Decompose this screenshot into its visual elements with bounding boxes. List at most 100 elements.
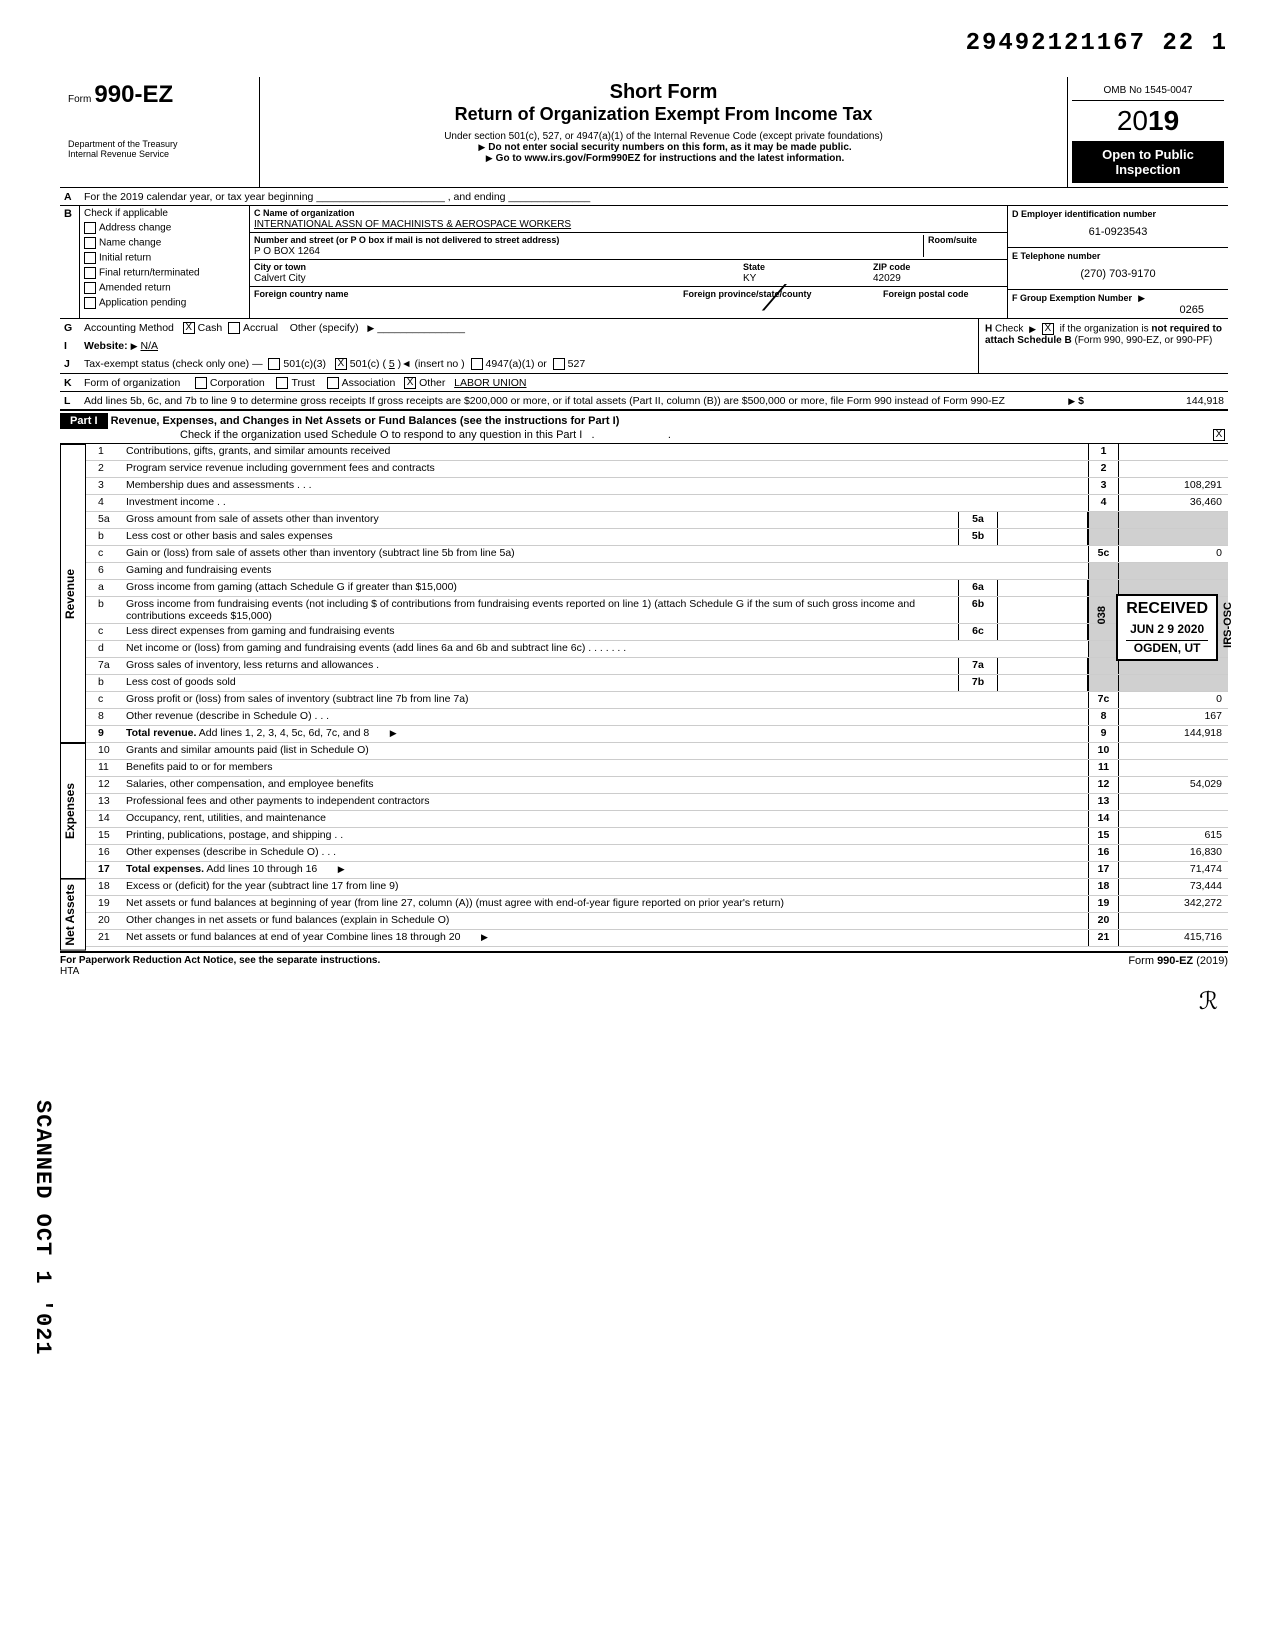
check-b-item[interactable]: [84, 267, 96, 279]
check-501c3[interactable]: [268, 358, 280, 370]
revenue-section: Revenue 1Contributions, gifts, grants, a…: [60, 444, 1228, 743]
ein-value: 61-0923543: [1012, 226, 1224, 238]
line-box: 14: [1088, 811, 1118, 827]
line-box: 1: [1088, 444, 1118, 460]
check-b-item[interactable]: [84, 237, 96, 249]
line-l-text: Add lines 5b, 6c, and 7b to line 9 to de…: [84, 395, 1065, 407]
h-text1: Check: [995, 324, 1023, 335]
form-prefix: Form: [68, 94, 91, 105]
form-subtitle-1: Under section 501(c), 527, or 4947(a)(1)…: [268, 131, 1059, 142]
line-mid-val: [998, 597, 1088, 623]
data-line-19: 19Net assets or fund balances at beginni…: [86, 896, 1228, 913]
line-box-shade: [1088, 512, 1118, 528]
b-item-label: Application pending: [99, 298, 186, 309]
form-title-1: Short Form: [268, 81, 1059, 104]
line-val: [1118, 743, 1228, 759]
tax-year: 2019: [1072, 105, 1224, 137]
line-val: 615: [1118, 828, 1228, 844]
opt-corp: Corporation: [210, 377, 265, 389]
other-k-value: LABOR UNION: [454, 377, 526, 389]
line-box-shade: [1088, 529, 1118, 545]
data-line-20: 20Other changes in net assets or fund ba…: [86, 913, 1228, 930]
line-box: 12: [1088, 777, 1118, 793]
line-box: 16: [1088, 845, 1118, 861]
line-box-shade: [1088, 563, 1118, 579]
data-line-8: 8Other revenue (describe in Schedule O) …: [86, 709, 1228, 726]
opt-assoc: Association: [342, 377, 396, 389]
data-line-11: 11Benefits paid to or for members11: [86, 760, 1228, 777]
form-title-2: Return of Organization Exempt From Incom…: [268, 104, 1059, 125]
label-l: L: [64, 395, 84, 407]
line-num: 17: [86, 862, 124, 878]
line-desc: Gaming and fundraising events: [124, 563, 1088, 579]
data-line-16: 16Other expenses (describe in Schedule O…: [86, 845, 1228, 862]
line-box: 8: [1088, 709, 1118, 725]
line-mid-label: 6a: [958, 580, 998, 596]
line-val: [1118, 811, 1228, 827]
check-accrual[interactable]: [228, 322, 240, 334]
line-desc: Occupancy, rent, utilities, and maintena…: [124, 811, 1088, 827]
line-box-shade: [1088, 624, 1118, 640]
line-num: 13: [86, 794, 124, 810]
line-box-shade: [1088, 580, 1118, 596]
check-trust[interactable]: [276, 377, 288, 389]
line-num: b: [86, 675, 124, 691]
opt-cash: Cash: [198, 322, 223, 334]
city-value: Calvert City: [254, 273, 306, 284]
check-b-item[interactable]: [84, 282, 96, 294]
addr-value: P O BOX 1264: [254, 246, 320, 257]
dept-irs: Internal Revenue Service: [68, 149, 251, 159]
accounting-method-label: Accounting Method: [84, 322, 174, 334]
line-desc: Investment income . .: [124, 495, 1088, 511]
line-val-shade: [1118, 529, 1228, 545]
line-num: b: [86, 529, 124, 545]
opt-trust: Trust: [291, 377, 315, 389]
check-527[interactable]: [553, 358, 565, 370]
line-desc: Gross income from fundraising events (no…: [124, 597, 958, 623]
line-num: c: [86, 692, 124, 708]
line-desc: Salaries, other compensation, and employ…: [124, 777, 1088, 793]
line-num: 2: [86, 461, 124, 477]
check-assoc[interactable]: [327, 377, 339, 389]
line-num: 21: [86, 930, 124, 946]
check-b-item[interactable]: [84, 222, 96, 234]
line-val: [1118, 913, 1228, 929]
footer-paperwork: For Paperwork Reduction Act Notice, see …: [60, 955, 380, 966]
line-num: c: [86, 546, 124, 562]
part-1-check-text: Check if the organization used Schedule …: [60, 429, 582, 441]
group-exempt-label: F Group Exemption Number: [1012, 293, 1132, 303]
received-stamp: 038 IRS-OSC RECEIVED JUN 2 9 2020 OGDEN,…: [1116, 594, 1218, 661]
check-other-k[interactable]: [404, 377, 416, 389]
initials-mark: ℛ: [1199, 987, 1218, 1016]
line-num: 9: [86, 726, 124, 742]
check-4947[interactable]: [471, 358, 483, 370]
line-mid-label: 5b: [958, 529, 998, 545]
line-box: 11: [1088, 760, 1118, 776]
group-exempt-value: 0265: [1012, 304, 1224, 316]
line-desc: Less cost or other basis and sales expen…: [124, 529, 958, 545]
part-1-label: Part I: [60, 413, 108, 429]
check-b-item[interactable]: [84, 297, 96, 309]
line-mid-val: [998, 580, 1088, 596]
check-b-item[interactable]: [84, 252, 96, 264]
check-501c[interactable]: [335, 358, 347, 370]
stamp-sidenum: 038: [1096, 606, 1108, 624]
check-schedule-o[interactable]: [1213, 429, 1225, 441]
line-val: 71,474: [1118, 862, 1228, 878]
line-desc: Net assets or fund balances at beginning…: [124, 896, 1088, 912]
line-val: 108,291: [1118, 478, 1228, 494]
barcode-number: 29492121167 22 1: [60, 30, 1228, 57]
data-line-b: bLess cost of goods sold7b: [86, 675, 1228, 692]
check-schedule-b[interactable]: [1042, 323, 1054, 335]
line-val: [1118, 444, 1228, 460]
line-mid-val: [998, 512, 1088, 528]
line-num: 3: [86, 478, 124, 494]
state-value: KY: [743, 273, 756, 284]
line-desc: Program service revenue including govern…: [124, 461, 1088, 477]
data-line-17: 17Total expenses. Add lines 10 through 1…: [86, 862, 1228, 879]
check-corp[interactable]: [195, 377, 207, 389]
expenses-section: Expenses 10Grants and similar amounts pa…: [60, 743, 1228, 879]
check-cash[interactable]: [183, 322, 195, 334]
check-applicable-label: Check if applicable: [84, 208, 245, 219]
zip-label: ZIP code: [873, 262, 910, 272]
